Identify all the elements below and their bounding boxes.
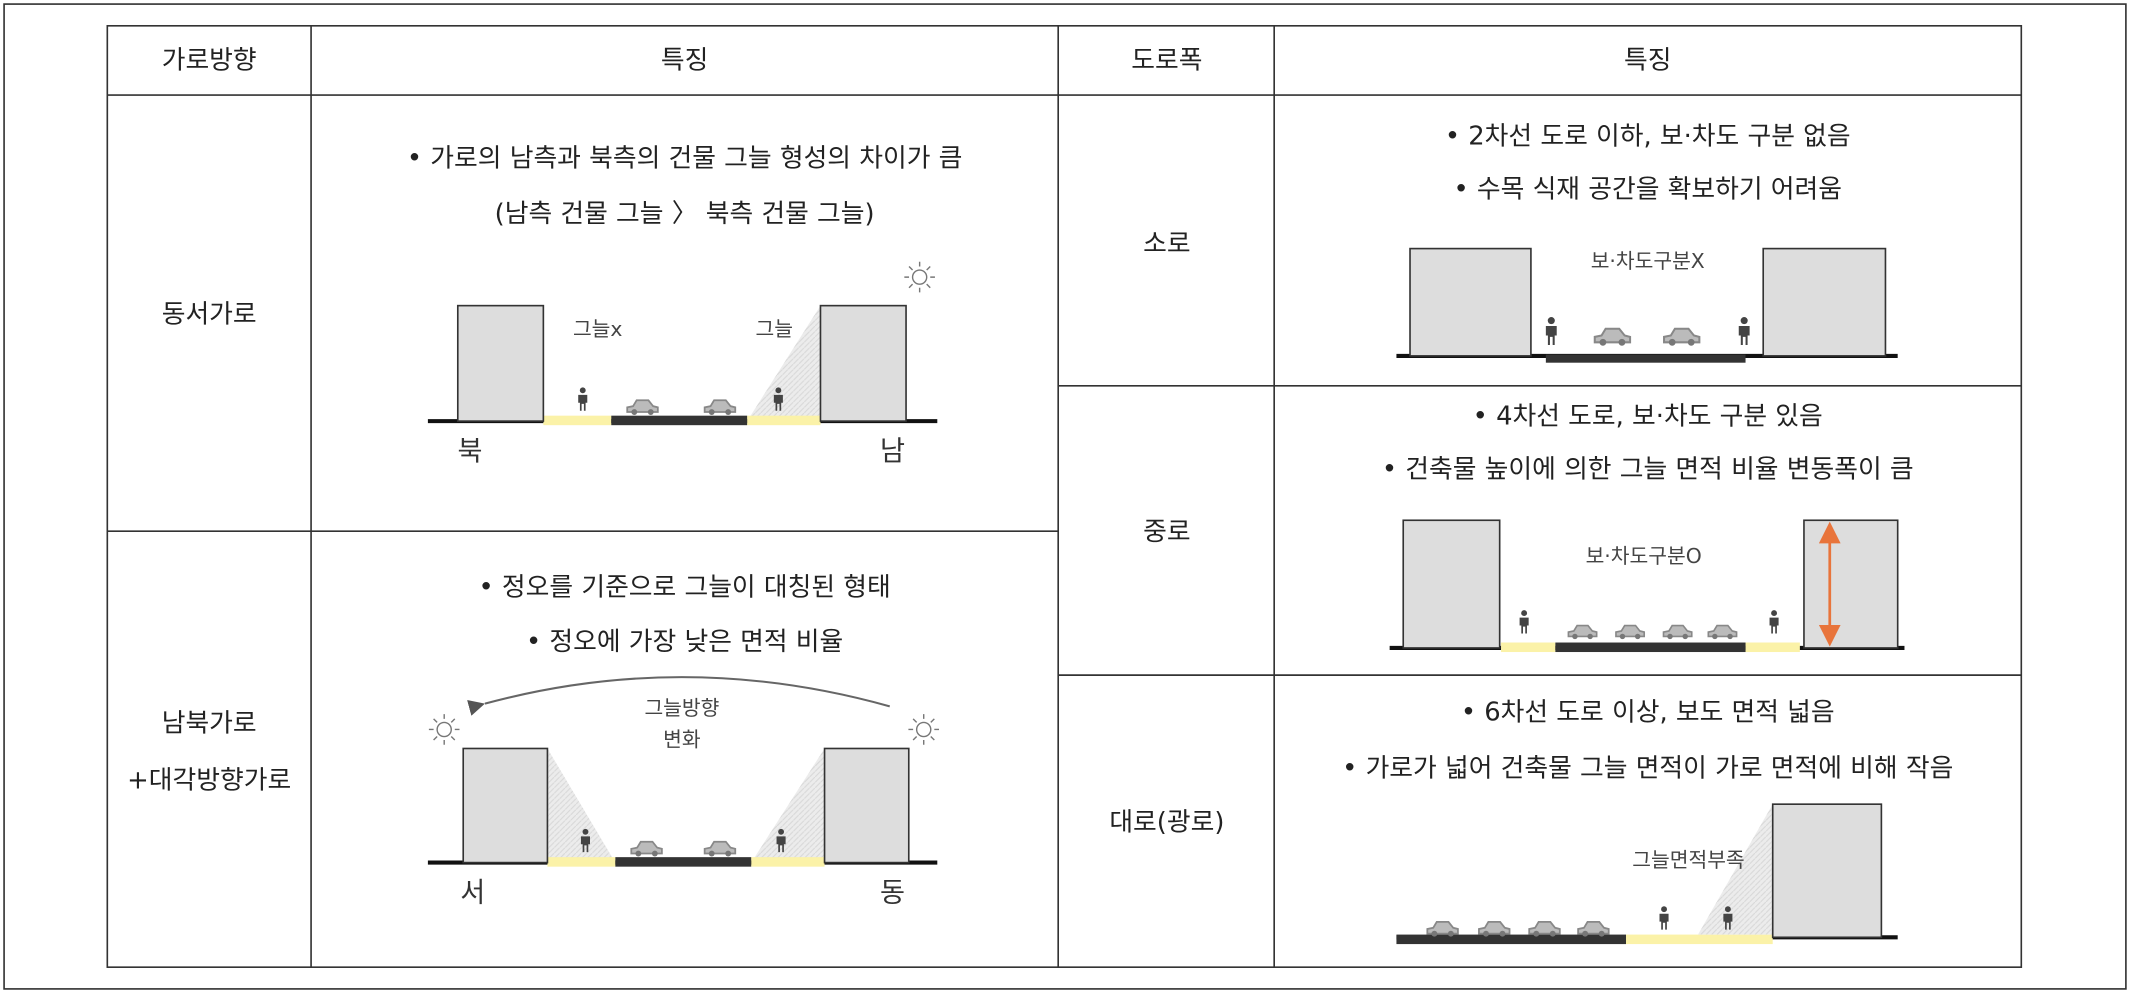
shape xyxy=(547,857,616,867)
diagram-label: 그늘 xyxy=(756,317,793,341)
shape xyxy=(467,676,891,716)
header-cell: 도로폭 xyxy=(1131,46,1202,76)
feature: • 정오에 가장 낮은 면적 비율 xyxy=(526,627,843,657)
shape xyxy=(615,857,752,867)
shape xyxy=(611,415,748,426)
shape xyxy=(1626,934,1773,945)
icon xyxy=(1615,624,1646,640)
feature: • 4차선 도로, 보·차도 구분 있음 xyxy=(1473,402,1823,432)
shape xyxy=(1762,247,1887,357)
shape xyxy=(751,748,825,863)
shape xyxy=(1771,803,1883,939)
feature: • 정오를 기준으로 그늘이 대칭된 형태 xyxy=(479,573,891,603)
diagram-label: 동 xyxy=(880,877,905,908)
header-cell: 특징 xyxy=(661,46,708,76)
shape xyxy=(456,304,545,422)
shape xyxy=(462,747,549,864)
icon xyxy=(907,713,940,746)
row-name: 중로 xyxy=(1143,517,1190,547)
feature: • 가로가 넓어 건축물 그늘 면적이 가로 면적에 비해 작음 xyxy=(1342,753,1953,783)
row-name: 소로 xyxy=(1143,229,1190,259)
diagram-medium-road: 보·차도구분O xyxy=(1389,519,1905,653)
icon xyxy=(626,399,659,416)
diagram-north-south: 그늘방향 변화 서 동 xyxy=(427,676,940,908)
shape xyxy=(819,304,907,422)
shape xyxy=(751,857,825,867)
shape xyxy=(106,24,2023,968)
shape xyxy=(1396,934,1627,945)
header-cell: 가로방향 xyxy=(162,46,257,76)
feature: (남측 건물 그늘 〉 북측 건물 그늘) xyxy=(495,199,875,229)
icon xyxy=(1577,921,1610,938)
diagram-label: 그늘면적부족 xyxy=(1632,848,1744,872)
row-name: 동서가로 xyxy=(162,300,257,330)
icon xyxy=(1545,317,1557,346)
content: 가로방향 특징 도로폭 특징 동서가로 • 가로의 남측과 북측의 건물 그늘 … xyxy=(3,3,2127,990)
outer-border xyxy=(3,3,2127,990)
diagram-label: 북 xyxy=(458,436,483,467)
shape xyxy=(1745,642,1800,653)
diagram-small-road: 보·차도구분X xyxy=(1396,247,1898,363)
icon xyxy=(1738,317,1750,346)
row-name: +대각방향가로 xyxy=(127,766,291,796)
diagram-label: 그늘방향 xyxy=(644,696,719,720)
row-name: 대로(광로) xyxy=(1109,808,1224,838)
icon xyxy=(1663,327,1701,347)
feature: • 가로의 남측과 북측의 건물 그늘 형성의 차이가 큼 xyxy=(407,143,962,173)
icon xyxy=(428,713,461,746)
icon xyxy=(1593,327,1632,347)
diagram-east-west: 그늘x 그늘 북 남 xyxy=(427,261,938,467)
diagram-label: 보·차도구분X xyxy=(1591,249,1705,273)
diagram-label: 변화 xyxy=(663,727,701,751)
icon xyxy=(1769,610,1779,634)
shape xyxy=(543,415,612,426)
feature: • 수목 식재 공간을 확보하기 어려움 xyxy=(1453,175,1841,205)
icon xyxy=(1519,610,1529,634)
table-grid xyxy=(106,24,2023,968)
shape xyxy=(547,748,616,863)
feature: • 2차선 도로 이하, 보·차도 구분 없음 xyxy=(1445,122,1851,152)
feature: • 건축물 높이에 의한 그늘 면적 비율 변동폭이 큼 xyxy=(1382,455,1914,485)
icon xyxy=(1426,921,1459,938)
diagram-label: 남 xyxy=(880,436,905,467)
row-name: 남북가로 xyxy=(162,709,257,739)
icon xyxy=(578,387,588,411)
icon xyxy=(1567,624,1598,640)
shape xyxy=(747,415,821,426)
shape xyxy=(1555,642,1746,653)
icon xyxy=(703,840,737,858)
shape xyxy=(823,747,910,864)
diagram-label: 서 xyxy=(460,877,485,908)
shape xyxy=(1501,642,1556,653)
diagram-label: 보·차도구분O xyxy=(1586,544,1702,568)
feature: • 6차선 도로 이상, 보도 면적 넓음 xyxy=(1461,698,1835,728)
shape xyxy=(1409,247,1532,357)
shape xyxy=(1545,354,1746,363)
icon xyxy=(630,840,663,858)
shape xyxy=(1803,519,1899,649)
diagram-label: 그늘x xyxy=(573,317,623,341)
icon xyxy=(703,399,737,416)
icon xyxy=(903,261,936,294)
icon xyxy=(1707,624,1738,640)
icon xyxy=(1478,921,1511,938)
shape xyxy=(1402,519,1501,649)
icon xyxy=(1528,921,1561,938)
icon xyxy=(1659,906,1669,930)
icon xyxy=(1662,624,1693,640)
header-cell: 특징 xyxy=(1624,46,1671,76)
diagram-large-road: 그늘면적부족 xyxy=(1396,803,1898,945)
table-text: 가로방향 특징 도로폭 특징 동서가로 • 가로의 남측과 북측의 건물 그늘 … xyxy=(127,46,1953,838)
